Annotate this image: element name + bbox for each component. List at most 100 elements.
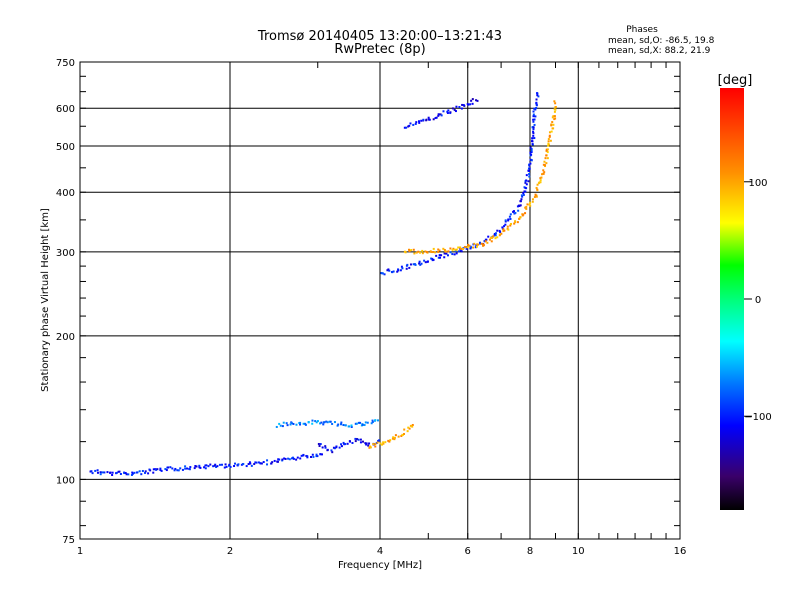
data-point <box>173 469 176 472</box>
data-point <box>188 468 191 471</box>
data-point <box>534 115 537 118</box>
phases-x-line: mean, sd,X: 88.2, 21.9 <box>608 46 711 56</box>
data-point <box>176 469 179 472</box>
data-point <box>530 150 533 153</box>
data-point <box>477 243 480 246</box>
data-point <box>380 272 383 275</box>
data-point <box>249 462 252 465</box>
colorbar-tick-label: 100 <box>748 178 767 189</box>
data-point <box>549 139 552 142</box>
data-point <box>131 472 134 475</box>
data-point <box>193 467 196 470</box>
data-point <box>525 174 528 177</box>
data-point <box>324 445 327 448</box>
data-point <box>288 458 291 461</box>
data-point <box>467 103 470 106</box>
data-point <box>270 462 273 465</box>
data-point <box>286 424 289 427</box>
data-point <box>517 209 520 212</box>
data-point <box>253 463 256 466</box>
data-point <box>432 258 435 261</box>
data-point <box>457 246 460 249</box>
data-point <box>224 463 227 466</box>
data-point <box>171 467 174 470</box>
data-point <box>362 440 365 443</box>
data-point <box>531 137 534 140</box>
data-point <box>519 200 522 203</box>
data-point <box>285 422 288 425</box>
data-point <box>543 171 546 174</box>
phases-o-line: mean, sd,O: -86.5, 19.8 <box>608 36 715 46</box>
data-point <box>130 473 133 476</box>
data-point <box>374 443 377 446</box>
data-point <box>337 423 340 426</box>
data-point <box>351 441 354 444</box>
data-point <box>446 110 449 113</box>
data-point <box>524 186 527 189</box>
data-point <box>509 217 512 220</box>
data-point <box>550 130 553 133</box>
data-point <box>346 442 349 445</box>
data-point <box>536 183 539 186</box>
data-point <box>160 469 163 472</box>
data-point <box>349 440 352 443</box>
data-point <box>472 246 475 249</box>
data-point <box>422 118 425 121</box>
data-point <box>169 466 172 469</box>
data-point <box>488 238 491 241</box>
data-point <box>409 263 412 266</box>
data-point <box>545 154 548 157</box>
data-point <box>509 224 512 227</box>
data-point <box>342 441 345 444</box>
data-point <box>213 464 216 467</box>
data-point <box>526 203 529 206</box>
data-point <box>397 269 400 272</box>
data-point <box>437 114 440 117</box>
data-point <box>459 246 462 249</box>
data-point <box>159 467 162 470</box>
data-point <box>287 457 290 460</box>
data-point <box>119 473 122 476</box>
data-point <box>455 248 458 251</box>
data-point <box>500 232 503 235</box>
data-point <box>536 188 539 191</box>
data-point <box>220 463 223 466</box>
data-point <box>503 229 506 232</box>
data-point <box>554 108 557 111</box>
data-point <box>330 449 333 452</box>
data-point <box>530 147 533 150</box>
data-point <box>475 99 478 102</box>
data-point <box>499 231 502 234</box>
data-point <box>529 201 532 204</box>
data-point <box>311 419 314 422</box>
data-point <box>366 421 369 424</box>
data-point <box>407 426 410 429</box>
data-point <box>167 466 170 469</box>
data-points <box>89 92 557 476</box>
data-point <box>516 221 519 224</box>
data-point <box>546 157 549 160</box>
data-point <box>320 421 323 424</box>
data-point <box>544 165 547 168</box>
data-point <box>417 120 420 123</box>
data-point <box>99 471 102 474</box>
data-point <box>405 126 408 129</box>
data-point <box>324 446 327 449</box>
data-point <box>524 212 527 215</box>
data-point <box>532 132 535 135</box>
data-point <box>340 445 343 448</box>
data-point <box>179 467 182 470</box>
data-point <box>383 273 386 276</box>
data-point <box>536 94 539 97</box>
data-point <box>437 113 440 116</box>
data-point <box>388 440 391 443</box>
data-point <box>156 468 159 471</box>
data-point <box>409 424 412 427</box>
data-point <box>540 176 543 179</box>
data-point <box>426 260 429 263</box>
data-point <box>535 98 538 101</box>
data-point <box>553 100 556 103</box>
data-point <box>451 253 454 256</box>
data-point <box>321 453 324 456</box>
data-point <box>198 466 201 469</box>
